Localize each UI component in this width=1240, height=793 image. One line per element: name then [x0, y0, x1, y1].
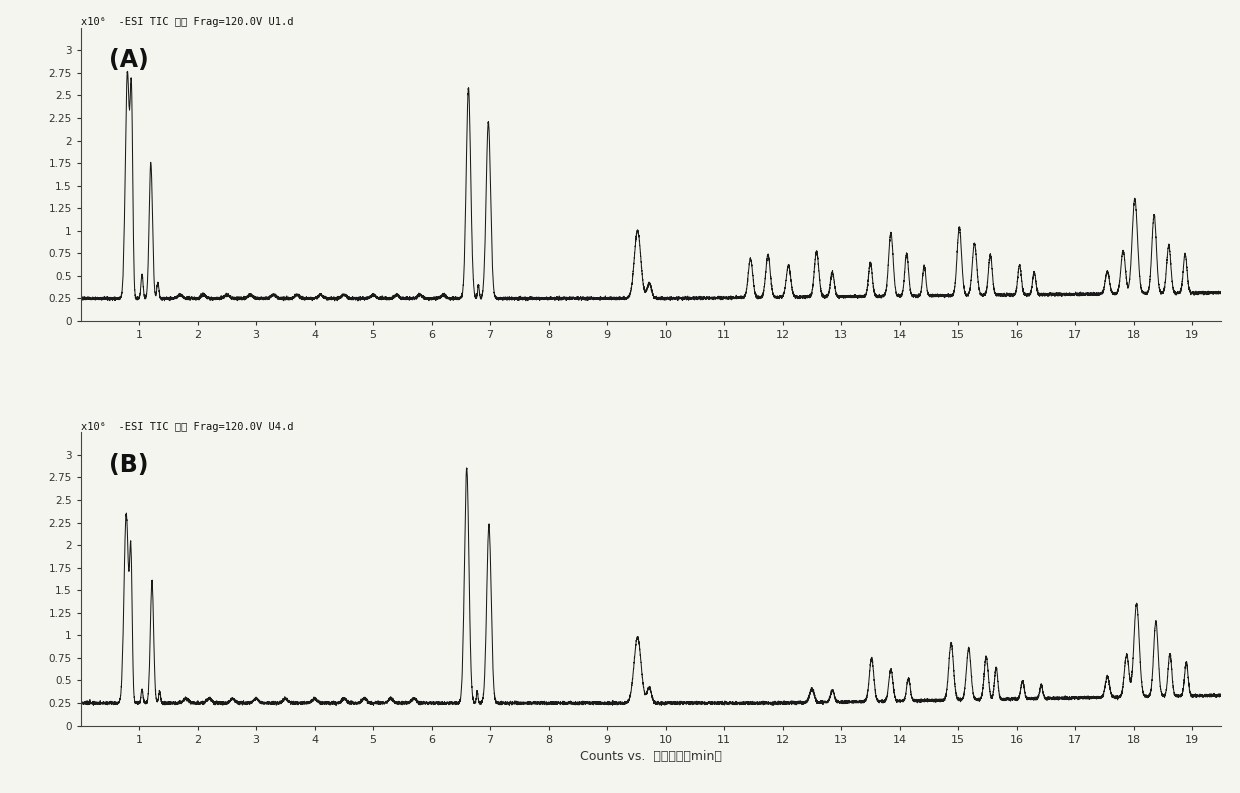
- Text: (A): (A): [109, 48, 149, 72]
- Text: x10⁶  -ESI TIC 扫描 Frag=120.0V U1.d: x10⁶ -ESI TIC 扫描 Frag=120.0V U1.d: [81, 17, 293, 27]
- Text: x10⁶  -ESI TIC 扫描 Frag=120.0V U4.d: x10⁶ -ESI TIC 扫描 Frag=120.0V U4.d: [81, 422, 293, 431]
- X-axis label: Counts vs.  采集时间（min）: Counts vs. 采集时间（min）: [580, 750, 722, 763]
- Text: (B): (B): [109, 453, 149, 477]
